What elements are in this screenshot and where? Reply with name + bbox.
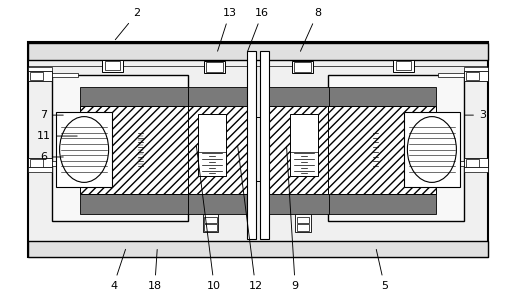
Text: 18: 18: [148, 249, 162, 291]
Bar: [269, 87, 329, 106]
Bar: [29, 161, 78, 166]
Text: 7: 7: [40, 110, 63, 120]
Text: 11: 11: [37, 131, 77, 141]
Bar: [80, 87, 188, 106]
Ellipse shape: [408, 117, 456, 182]
Bar: [260, 51, 269, 239]
Bar: [464, 71, 488, 81]
Bar: [56, 112, 112, 187]
Bar: [328, 106, 436, 194]
Text: 5: 5: [376, 249, 388, 291]
Bar: [464, 158, 488, 167]
Bar: [292, 61, 313, 73]
Bar: [28, 165, 52, 172]
Text: 6: 6: [40, 152, 63, 162]
Bar: [297, 217, 309, 223]
Bar: [290, 114, 318, 176]
Bar: [269, 194, 329, 214]
Bar: [297, 224, 309, 231]
Bar: [328, 87, 436, 106]
Bar: [204, 217, 217, 223]
Bar: [404, 112, 460, 187]
Bar: [188, 106, 248, 194]
Bar: [30, 159, 43, 167]
Bar: [188, 87, 248, 106]
Bar: [28, 241, 488, 257]
Bar: [464, 67, 488, 73]
Text: 8: 8: [300, 8, 321, 51]
Bar: [80, 194, 188, 214]
Text: 4: 4: [110, 249, 125, 291]
Bar: [466, 72, 479, 80]
Bar: [464, 165, 488, 172]
Bar: [247, 51, 256, 239]
Bar: [28, 43, 488, 60]
Bar: [328, 194, 436, 214]
Bar: [328, 75, 464, 221]
Text: 13: 13: [218, 8, 237, 51]
Text: 3: 3: [464, 110, 486, 120]
Bar: [206, 62, 223, 72]
Bar: [438, 161, 488, 166]
Bar: [105, 61, 120, 70]
Text: 10: 10: [197, 146, 221, 291]
Text: 12: 12: [238, 146, 263, 291]
Bar: [295, 214, 311, 232]
Bar: [28, 71, 52, 81]
Bar: [52, 75, 188, 221]
Text: 16: 16: [248, 8, 269, 51]
Bar: [204, 224, 217, 231]
Bar: [466, 159, 479, 167]
Bar: [28, 67, 52, 73]
Bar: [203, 214, 218, 232]
Text: 9: 9: [286, 146, 299, 291]
Bar: [28, 42, 488, 257]
Bar: [28, 158, 52, 167]
Bar: [204, 61, 225, 73]
Bar: [294, 62, 311, 72]
Bar: [102, 60, 123, 72]
Bar: [438, 73, 488, 77]
Bar: [198, 114, 226, 176]
Bar: [80, 106, 188, 194]
Bar: [396, 61, 411, 70]
Bar: [30, 72, 43, 80]
Bar: [269, 106, 329, 194]
Bar: [29, 73, 78, 77]
Ellipse shape: [59, 117, 109, 182]
Bar: [393, 60, 414, 72]
Bar: [188, 194, 248, 214]
Text: 2: 2: [115, 8, 140, 40]
